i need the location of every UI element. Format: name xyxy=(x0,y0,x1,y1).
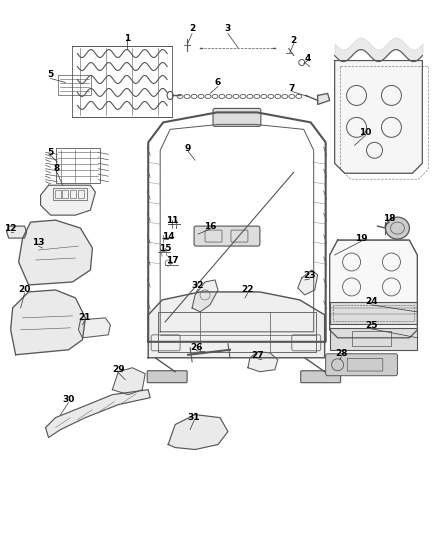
Text: 18: 18 xyxy=(383,214,396,223)
Bar xyxy=(56,148,100,183)
Polygon shape xyxy=(78,318,110,338)
Polygon shape xyxy=(112,368,145,394)
Bar xyxy=(54,190,60,198)
Bar xyxy=(78,190,85,198)
Text: 1: 1 xyxy=(124,34,131,43)
Text: 7: 7 xyxy=(289,84,295,93)
Text: 16: 16 xyxy=(204,222,216,231)
Text: 5: 5 xyxy=(47,148,54,157)
Text: 4: 4 xyxy=(304,54,311,63)
Text: 22: 22 xyxy=(242,286,254,294)
Text: 11: 11 xyxy=(166,216,178,224)
Text: 13: 13 xyxy=(32,238,45,247)
Polygon shape xyxy=(298,270,318,295)
Polygon shape xyxy=(41,185,95,215)
Text: 15: 15 xyxy=(159,244,171,253)
Bar xyxy=(332,305,414,321)
Text: 2: 2 xyxy=(189,24,195,33)
Text: 27: 27 xyxy=(251,351,264,360)
Text: 12: 12 xyxy=(4,224,17,232)
Text: 9: 9 xyxy=(185,144,191,153)
Ellipse shape xyxy=(385,217,410,239)
Text: 6: 6 xyxy=(215,78,221,87)
Text: 5: 5 xyxy=(47,70,54,79)
Polygon shape xyxy=(335,61,422,173)
FancyBboxPatch shape xyxy=(194,226,260,246)
Bar xyxy=(53,188,88,200)
Text: 24: 24 xyxy=(365,297,378,306)
Polygon shape xyxy=(248,352,278,372)
Bar xyxy=(63,190,68,198)
Polygon shape xyxy=(318,93,330,104)
Text: 29: 29 xyxy=(112,365,125,374)
Text: 30: 30 xyxy=(62,395,74,404)
Polygon shape xyxy=(46,390,150,438)
Text: 3: 3 xyxy=(225,24,231,33)
Polygon shape xyxy=(19,220,92,285)
Text: 17: 17 xyxy=(166,255,178,264)
Bar xyxy=(57,76,92,95)
Text: 28: 28 xyxy=(336,349,348,358)
Polygon shape xyxy=(148,292,325,358)
Polygon shape xyxy=(330,240,417,338)
Text: 19: 19 xyxy=(355,233,368,243)
Text: 20: 20 xyxy=(18,286,31,294)
Text: 14: 14 xyxy=(162,231,174,240)
Bar xyxy=(352,331,392,346)
Bar xyxy=(330,328,417,350)
Polygon shape xyxy=(168,415,228,449)
Text: 21: 21 xyxy=(78,313,91,322)
FancyBboxPatch shape xyxy=(301,371,341,383)
Text: 10: 10 xyxy=(359,128,372,137)
Text: 8: 8 xyxy=(53,164,60,173)
Polygon shape xyxy=(192,280,218,312)
Text: 32: 32 xyxy=(192,281,204,290)
Bar xyxy=(71,190,77,198)
Text: 2: 2 xyxy=(291,36,297,45)
FancyBboxPatch shape xyxy=(147,371,187,383)
Polygon shape xyxy=(11,290,85,355)
Text: 31: 31 xyxy=(188,413,200,422)
FancyBboxPatch shape xyxy=(213,108,261,126)
Polygon shape xyxy=(7,226,27,238)
FancyBboxPatch shape xyxy=(326,354,397,376)
Text: 23: 23 xyxy=(304,271,316,280)
Text: 25: 25 xyxy=(365,321,378,330)
Bar xyxy=(330,302,417,324)
Text: 26: 26 xyxy=(190,343,202,352)
Bar xyxy=(158,312,316,352)
